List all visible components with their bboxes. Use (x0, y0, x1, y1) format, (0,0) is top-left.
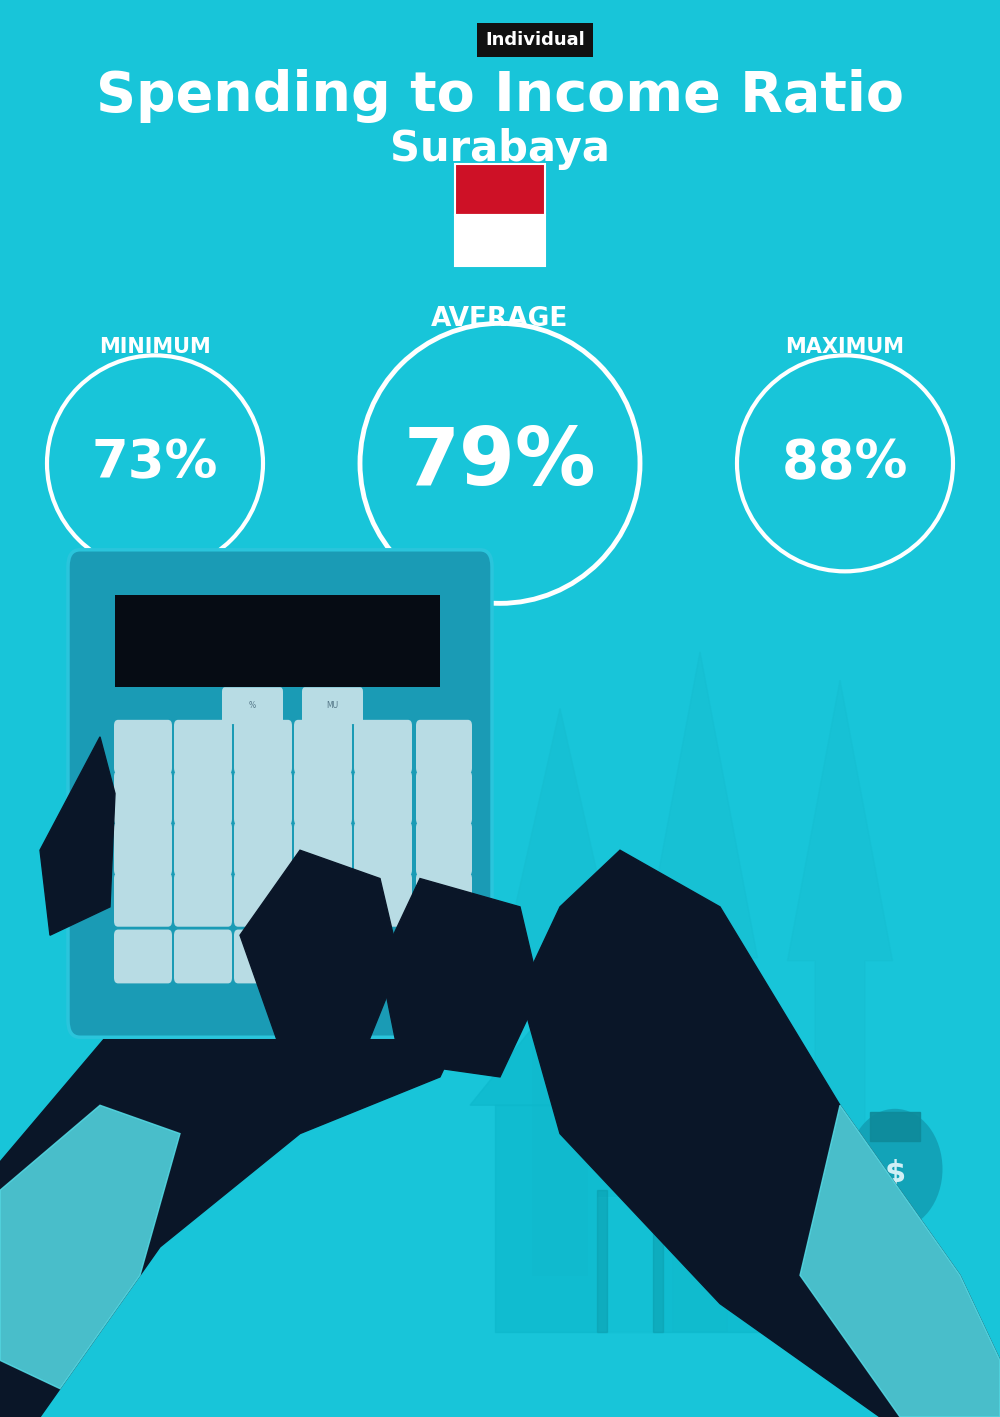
Polygon shape (470, 907, 790, 1105)
Polygon shape (800, 1105, 1000, 1417)
FancyBboxPatch shape (354, 771, 412, 825)
FancyBboxPatch shape (234, 822, 292, 876)
Polygon shape (653, 1190, 663, 1332)
Text: Spending to Income Ratio: Spending to Income Ratio (96, 69, 904, 123)
Ellipse shape (848, 1108, 942, 1229)
FancyBboxPatch shape (114, 720, 172, 774)
Polygon shape (597, 1190, 607, 1332)
Text: $: $ (794, 1136, 806, 1153)
Text: MAXIMUM: MAXIMUM (786, 337, 904, 357)
Text: AVERAGE: AVERAGE (431, 306, 569, 332)
FancyBboxPatch shape (780, 1264, 875, 1285)
FancyBboxPatch shape (302, 687, 363, 724)
Text: 88%: 88% (782, 438, 908, 489)
Polygon shape (40, 737, 115, 935)
FancyBboxPatch shape (780, 1289, 875, 1311)
FancyBboxPatch shape (234, 873, 292, 927)
Polygon shape (695, 1056, 720, 1112)
FancyBboxPatch shape (174, 873, 232, 927)
Polygon shape (788, 680, 893, 1304)
Polygon shape (870, 1112, 920, 1141)
FancyBboxPatch shape (416, 822, 472, 876)
FancyBboxPatch shape (416, 771, 472, 825)
FancyBboxPatch shape (294, 873, 352, 927)
FancyBboxPatch shape (68, 550, 492, 1037)
FancyBboxPatch shape (294, 771, 352, 825)
FancyBboxPatch shape (174, 822, 232, 876)
Text: $: $ (884, 1159, 906, 1187)
Polygon shape (642, 652, 758, 1332)
FancyBboxPatch shape (114, 822, 172, 876)
FancyBboxPatch shape (234, 930, 292, 983)
Polygon shape (0, 935, 480, 1417)
FancyBboxPatch shape (354, 822, 412, 876)
FancyBboxPatch shape (174, 930, 232, 983)
Polygon shape (597, 1197, 663, 1332)
Text: 73%: 73% (92, 438, 218, 489)
FancyBboxPatch shape (234, 720, 292, 774)
Text: %: % (249, 701, 256, 710)
Polygon shape (520, 850, 1000, 1417)
FancyBboxPatch shape (294, 822, 352, 876)
FancyBboxPatch shape (114, 930, 172, 983)
FancyBboxPatch shape (780, 1213, 875, 1234)
FancyBboxPatch shape (114, 771, 172, 825)
FancyBboxPatch shape (174, 720, 232, 774)
Text: Surabaya: Surabaya (390, 128, 610, 170)
FancyBboxPatch shape (222, 687, 283, 724)
Ellipse shape (765, 1102, 835, 1179)
FancyBboxPatch shape (416, 720, 472, 774)
FancyBboxPatch shape (114, 873, 172, 927)
FancyBboxPatch shape (416, 873, 472, 927)
FancyBboxPatch shape (455, 164, 545, 215)
Polygon shape (495, 1105, 765, 1332)
FancyBboxPatch shape (115, 595, 440, 687)
FancyBboxPatch shape (354, 873, 412, 927)
FancyBboxPatch shape (234, 771, 292, 825)
Polygon shape (503, 708, 618, 1275)
Polygon shape (240, 850, 400, 1063)
FancyBboxPatch shape (455, 215, 545, 266)
Text: MINIMUM: MINIMUM (99, 337, 211, 357)
FancyBboxPatch shape (354, 720, 412, 774)
Text: MU: MU (326, 701, 339, 710)
FancyBboxPatch shape (294, 930, 352, 983)
FancyBboxPatch shape (780, 1238, 875, 1260)
Polygon shape (0, 1105, 180, 1389)
FancyBboxPatch shape (174, 771, 232, 825)
Polygon shape (380, 879, 540, 1077)
FancyBboxPatch shape (294, 720, 352, 774)
Polygon shape (778, 1112, 822, 1134)
Text: 79%: 79% (404, 424, 596, 503)
Text: Individual: Individual (485, 31, 585, 48)
